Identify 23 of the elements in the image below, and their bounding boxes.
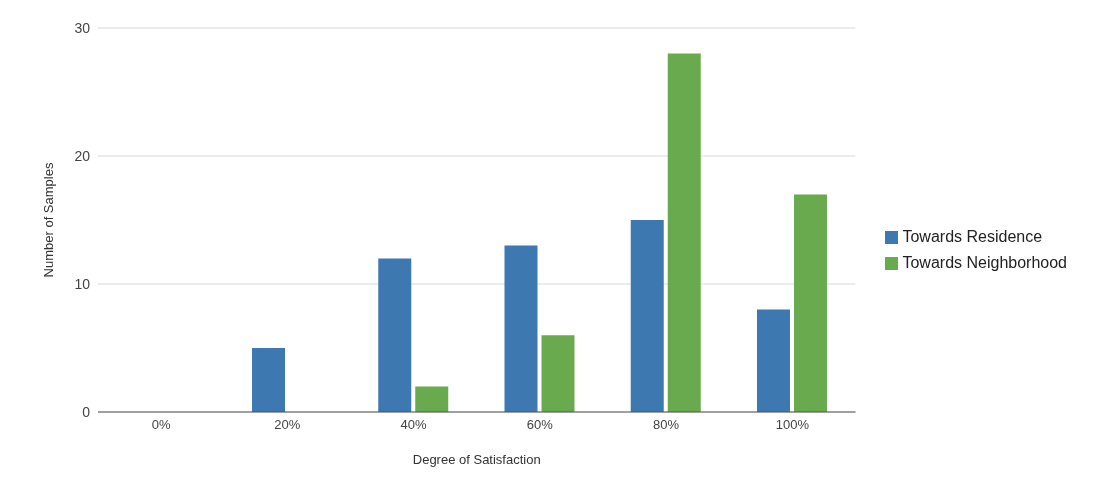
y-tick-label: 20 <box>74 147 91 164</box>
bar <box>504 245 538 412</box>
x-tick-label: 60% <box>526 417 554 433</box>
y-tick-label: 30 <box>74 19 91 36</box>
bar <box>756 309 790 412</box>
bar <box>541 335 575 412</box>
y-tick-label: 0 <box>82 403 91 420</box>
bar <box>252 348 286 412</box>
x-tick-label: 80% <box>653 417 680 433</box>
x-tick-label: 100% <box>775 417 810 433</box>
bar <box>667 53 701 412</box>
x-tick-label: 0% <box>151 417 171 433</box>
y-tick-label: 10 <box>74 275 91 292</box>
bar <box>793 194 827 412</box>
x-tick-label: 40% <box>400 417 428 433</box>
bar <box>378 258 412 412</box>
x-axis-title: Degree of Satisfaction <box>412 452 541 467</box>
bar <box>415 386 449 412</box>
legend-label: Towards Neighborhood <box>902 254 1067 271</box>
legend-label: Towards Residence <box>902 228 1043 245</box>
bar <box>630 220 664 412</box>
x-tick-label: 20% <box>274 417 301 433</box>
y-axis-title: Number of Samples <box>40 162 56 278</box>
